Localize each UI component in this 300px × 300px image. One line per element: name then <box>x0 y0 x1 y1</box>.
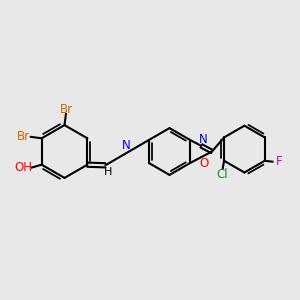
Text: N: N <box>122 140 130 152</box>
Text: N: N <box>199 134 208 146</box>
Text: F: F <box>276 155 283 168</box>
Text: Br: Br <box>17 130 30 143</box>
Text: Cl: Cl <box>217 168 228 182</box>
Text: OH: OH <box>15 161 33 174</box>
Text: Br: Br <box>59 103 73 116</box>
Text: O: O <box>199 157 208 169</box>
Text: H: H <box>103 167 112 177</box>
